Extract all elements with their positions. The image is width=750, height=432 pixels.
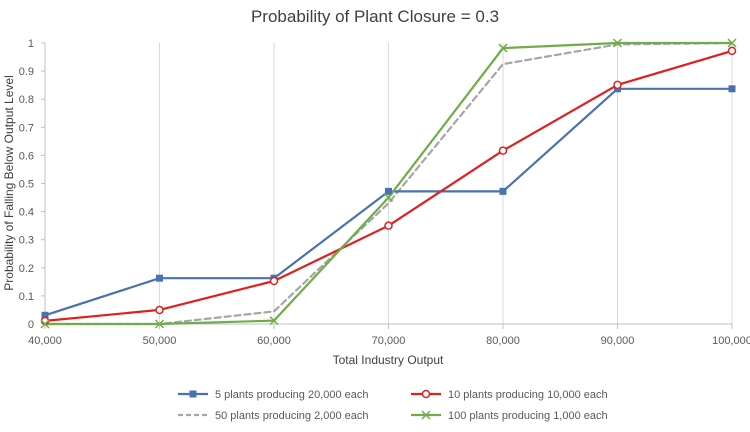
data-point-series-4 <box>154 319 165 329</box>
gridlines <box>159 43 733 324</box>
data-point-series-1 <box>728 85 736 93</box>
data-point-series-1 <box>41 311 49 319</box>
x-tick-label: 80,000 <box>486 335 520 347</box>
legend-entry-3: 50 plants producing 2,000 each <box>178 410 369 422</box>
y-tick-label: 0.4 <box>19 207 34 219</box>
data-point-series-2 <box>613 80 622 90</box>
axes: 40,000 50,000 60,000 70,000 80,000 90,000 100,… <box>19 38 750 347</box>
x-tick-label: 40,000 <box>28 335 62 347</box>
y-tick-label: 0.9 <box>19 66 34 78</box>
legend-entry-4: 100 plants producing 1,000 each <box>411 410 608 422</box>
data-point-series-1 <box>156 274 163 282</box>
data-point-series-2 <box>384 221 393 230</box>
legend-entry-1: 5 plants producing 20,000 each <box>178 389 369 401</box>
x-marker-stroke <box>612 38 623 48</box>
legend-swatch-marker <box>189 390 197 398</box>
legend-label: 100 plants producing 1,000 each <box>448 410 608 422</box>
x-axis-label: Total Industry Output <box>333 353 444 367</box>
x-marker-stroke <box>269 316 279 326</box>
y-tick-label: 0.6 <box>19 150 34 162</box>
markers-group <box>40 38 737 329</box>
chart-title: Probability of Plant Closure = 0.3 <box>251 7 499 26</box>
data-point-series-2 <box>727 46 737 56</box>
data-point-series-4 <box>40 319 50 329</box>
x-tick-label: 70,000 <box>372 335 406 347</box>
data-point-series-4 <box>269 316 279 326</box>
legend-label: 50 plants producing 2,000 each <box>215 410 369 422</box>
data-point-series-1 <box>385 187 392 195</box>
data-point-series-2 <box>498 146 508 155</box>
x-marker-stroke <box>421 410 431 420</box>
x-tick-label: 60,000 <box>257 335 291 347</box>
data-point-series-1 <box>499 187 507 195</box>
data-point-series-2 <box>269 276 279 286</box>
y-tick-label: 0 <box>28 319 34 331</box>
x-tick-label: 90,000 <box>601 335 635 347</box>
x-marker-stroke <box>727 38 737 48</box>
y-tick-label: 0.3 <box>19 235 34 247</box>
x-marker-stroke <box>383 193 394 203</box>
data-point-series-4 <box>383 193 394 203</box>
legend-entry-2: 10 plants producing 10,000 each <box>411 389 608 401</box>
y-tick-label: 0.1 <box>19 291 34 303</box>
x-marker-stroke <box>40 319 50 329</box>
y-tick-label: 0.8 <box>19 94 34 106</box>
y-tick-label: 0.2 <box>19 263 34 275</box>
y-axis-label: Probability of Falling Below Output Leve… <box>2 75 16 290</box>
legend: 5 plants producing 20,000 each 10 plants … <box>178 389 608 422</box>
y-tick-label: 0.7 <box>19 122 34 134</box>
legend-label: 5 plants producing 20,000 each <box>215 389 369 401</box>
legend-swatch-marker <box>421 389 431 399</box>
y-tick-label: 1 <box>28 38 34 50</box>
legend-label: 10 plants producing 10,000 each <box>448 389 608 401</box>
data-point-series-4 <box>612 38 623 48</box>
x-marker-stroke <box>154 319 165 329</box>
y-tick-label: 0.5 <box>19 179 34 191</box>
data-point-series-2 <box>155 305 164 315</box>
data-point-series-4 <box>498 43 508 53</box>
data-point-series-4 <box>727 38 737 48</box>
x-marker-stroke <box>498 43 508 53</box>
x-tick-label: 50,000 <box>143 335 177 347</box>
x-tick-label: 100,000 <box>712 335 750 347</box>
legend-swatch-marker <box>421 410 431 420</box>
